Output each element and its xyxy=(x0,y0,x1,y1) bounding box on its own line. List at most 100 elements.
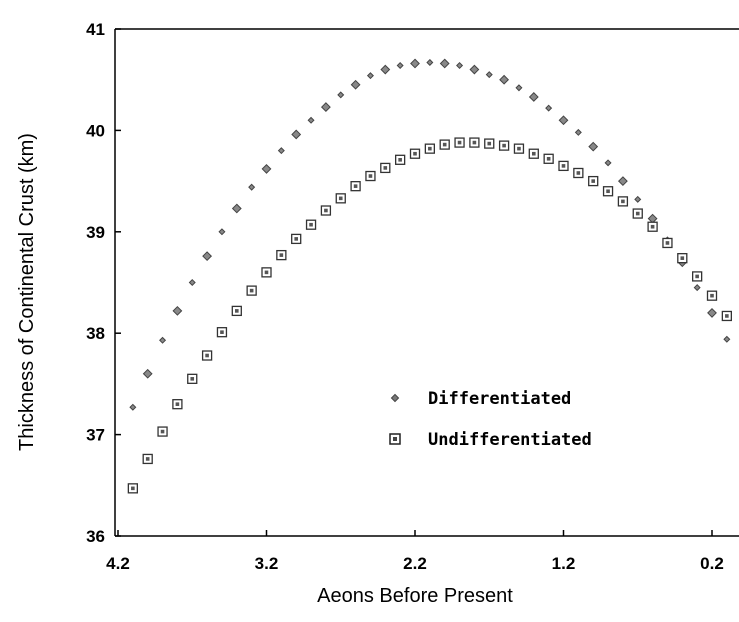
undifferentiated-point xyxy=(439,139,450,150)
differentiated-point xyxy=(129,403,137,411)
differentiated-point xyxy=(366,72,374,80)
undifferentiated-point xyxy=(706,290,718,301)
undifferentiated-point xyxy=(291,233,302,245)
series-layer xyxy=(127,58,732,494)
differentiated-point xyxy=(707,308,717,318)
y-tick-label: 40 xyxy=(86,121,105,140)
series-0 xyxy=(129,58,731,411)
differentiated-point xyxy=(396,61,404,70)
undifferentiated-point xyxy=(588,175,599,187)
undifferentiated-point xyxy=(721,310,732,322)
undifferentiated-point xyxy=(365,170,376,182)
undifferentiated-point xyxy=(216,327,228,338)
undifferentiated-point xyxy=(305,219,317,230)
differentiated-point xyxy=(499,74,510,85)
y-tick-label: 41 xyxy=(86,20,105,39)
differentiated-point xyxy=(574,128,582,136)
undifferentiated-point xyxy=(335,193,346,204)
differentiated-point xyxy=(320,102,331,112)
undifferentiated-point xyxy=(454,137,465,148)
differentiated-point xyxy=(291,129,302,140)
differentiated-point xyxy=(515,84,523,92)
differentiated-point xyxy=(277,147,285,155)
plot-frame xyxy=(114,28,739,537)
differentiated-point xyxy=(617,176,628,187)
undifferentiated-point xyxy=(157,426,168,437)
differentiated-point xyxy=(634,195,642,203)
x-tick-label: 4.2 xyxy=(106,554,130,573)
undifferentiated-point xyxy=(528,148,539,159)
legend-marker-undifferentiated xyxy=(389,433,401,445)
y-tick-label: 38 xyxy=(86,324,105,343)
undifferentiated-point xyxy=(617,196,629,207)
undifferentiated-point xyxy=(201,350,213,361)
differentiated-point xyxy=(159,336,167,344)
x-tick-label: 1.2 xyxy=(552,554,576,573)
undifferentiated-point xyxy=(498,140,510,151)
undifferentiated-point xyxy=(276,249,287,261)
undifferentiated-point xyxy=(350,181,361,192)
undifferentiated-point xyxy=(261,267,272,278)
undifferentiated-point xyxy=(602,186,614,197)
undifferentiated-point xyxy=(187,373,198,384)
undifferentiated-point xyxy=(573,167,584,179)
undifferentiated-point xyxy=(692,271,703,282)
ticks xyxy=(115,28,713,537)
y-tick-label: 37 xyxy=(86,426,105,445)
differentiated-point xyxy=(485,71,493,79)
differentiated-point xyxy=(604,159,612,167)
differentiated-point xyxy=(248,183,256,191)
y-tick-label: 36 xyxy=(86,527,105,546)
x-tick-label: 2.2 xyxy=(403,554,427,573)
differentiated-point xyxy=(410,58,420,69)
undifferentiated-point xyxy=(632,208,643,219)
undifferentiated-point xyxy=(409,148,421,159)
differentiated-point xyxy=(188,278,196,287)
differentiated-point xyxy=(588,141,599,152)
undifferentiated-point xyxy=(647,221,658,232)
undifferentiated-point xyxy=(380,162,391,174)
y-axis-title: Thickness of Continental Crust (km) xyxy=(16,133,38,451)
differentiated-point xyxy=(469,64,480,75)
undifferentiated-point xyxy=(558,160,569,172)
legend-label-differentiated: Differentiated xyxy=(428,389,571,409)
x-tick-label: 3.2 xyxy=(255,554,279,573)
differentiated-point xyxy=(337,91,345,99)
differentiated-point xyxy=(142,368,153,379)
undifferentiated-point xyxy=(677,253,688,264)
undifferentiated-point xyxy=(424,143,436,154)
legend: Differentiated Undifferentiated xyxy=(389,389,592,450)
differentiated-point xyxy=(426,58,434,66)
undifferentiated-point xyxy=(543,153,554,164)
undifferentiated-point xyxy=(469,137,480,148)
differentiated-point xyxy=(558,115,569,126)
undifferentiated-point xyxy=(172,399,183,410)
differentiated-point xyxy=(723,335,731,343)
x-axis-title: Aeons Before Present xyxy=(317,585,513,607)
x-tick-label: 0.2 xyxy=(700,554,724,573)
differentiated-point xyxy=(528,92,539,102)
tick-labels: 4.2 3.2 2.2 1.2 0.2 36 37 38 39 40 41 xyxy=(86,20,724,573)
undifferentiated-point xyxy=(127,483,139,494)
differentiated-point xyxy=(202,251,213,262)
undifferentiated-point xyxy=(513,143,525,154)
differentiated-point xyxy=(261,164,272,174)
undifferentiated-point xyxy=(662,237,673,249)
undifferentiated-point xyxy=(246,285,257,296)
differentiated-point xyxy=(693,284,701,292)
differentiated-point xyxy=(172,305,183,316)
differentiated-point xyxy=(545,104,553,112)
differentiated-point xyxy=(307,116,315,124)
differentiated-point xyxy=(647,213,658,224)
differentiated-point xyxy=(231,203,242,214)
legend-marker-differentiated xyxy=(390,393,400,403)
undifferentiated-point xyxy=(320,205,332,216)
undifferentiated-point xyxy=(142,453,153,465)
differentiated-point xyxy=(456,61,464,70)
undifferentiated-point xyxy=(394,154,406,165)
series-1 xyxy=(127,137,732,494)
differentiated-point xyxy=(380,64,391,75)
differentiated-point xyxy=(439,58,450,69)
undifferentiated-point xyxy=(231,305,242,317)
